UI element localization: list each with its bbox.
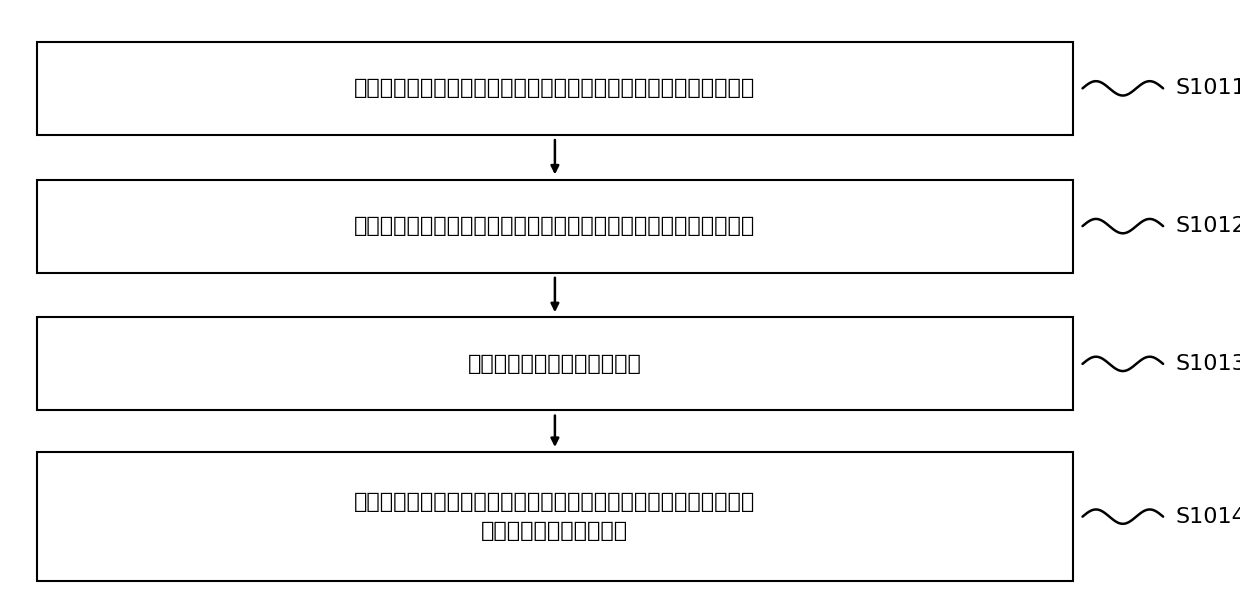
Bar	[37, 452, 1073, 581]
Bar	[37, 317, 1073, 410]
Text: 获取电机转子铁耗，所述电机转子铁耗为电机转子所产生的磁滞损耗: 获取电机转子铁耗，所述电机转子铁耗为电机转子所产生的磁滞损耗	[355, 78, 755, 98]
Text: 获取所述电机产生的涡流损耗: 获取所述电机产生的涡流损耗	[467, 354, 642, 374]
Text: 获取电机定子铁耗，所述电机定子铁耗为电机定子所产生的磁滞损耗: 获取电机定子铁耗，所述电机定子铁耗为电机定子所产生的磁滞损耗	[355, 216, 755, 236]
Bar	[37, 42, 1073, 135]
Text: 将所述电机转子铁耗、电机定子铁耗以及所述电机产生的涡流损耗的
总和确定为所述电机铁耗: 将所述电机转子铁耗、电机定子铁耗以及所述电机产生的涡流损耗的 总和确定为所述电机…	[355, 492, 755, 541]
Text: S1013: S1013	[1176, 354, 1240, 374]
Text: S1014: S1014	[1176, 507, 1240, 527]
Bar	[37, 180, 1073, 273]
Text: S1011: S1011	[1176, 78, 1240, 98]
Text: S1012: S1012	[1176, 216, 1240, 236]
